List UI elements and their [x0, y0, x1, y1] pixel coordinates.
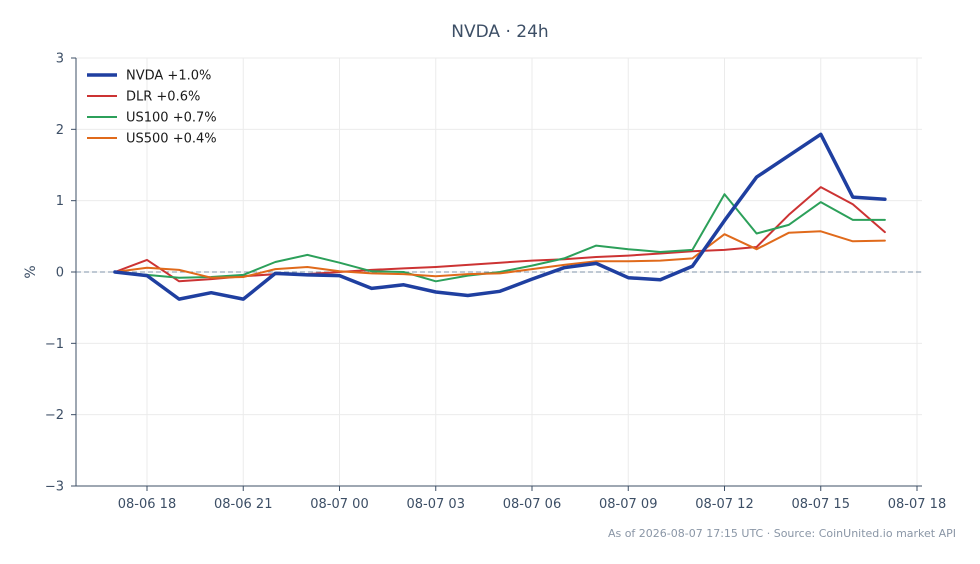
- series-lines: [113, 132, 887, 301]
- source-footer: As of 2026-08-07 17:15 UTC · Source: Coi…: [608, 527, 956, 540]
- series-line-dlr: [113, 186, 886, 283]
- y-tick-label: −1: [45, 337, 64, 352]
- y-axis-ticks: 3 2 1 0 −1 −2 −3: [45, 52, 76, 495]
- y-tick-label: −2: [45, 408, 64, 423]
- y-tick-label: 3: [56, 52, 64, 67]
- x-tick-label: 08-07 12: [695, 497, 753, 512]
- legend-label-nvda: NVDA +1.0%: [126, 69, 211, 84]
- legend-label-us500: US500 +0.4%: [126, 132, 217, 147]
- series-line-us100: [113, 193, 886, 283]
- legend-label-us100: US100 +0.7%: [126, 111, 217, 126]
- y-tick-label: −3: [45, 480, 64, 495]
- series-line-nvda: [113, 132, 887, 301]
- legend-label-dlr: DLR +0.6%: [126, 90, 200, 105]
- series-line-us500: [113, 230, 886, 279]
- chart-title: NVDA · 24h: [451, 22, 548, 42]
- x-tick-label: 08-06 21: [214, 497, 272, 512]
- x-tick-label: 08-07 09: [599, 497, 657, 512]
- y-axis-label: %: [23, 265, 39, 278]
- x-tick-label: 08-07 18: [888, 497, 946, 512]
- x-tick-label: 08-07 06: [503, 497, 561, 512]
- y-tick-label: 2: [56, 123, 64, 138]
- y-tick-label: 0: [56, 266, 64, 281]
- legend: NVDA +1.0% DLR +0.6% US100 +0.7% US500 +0.4…: [87, 69, 217, 147]
- x-tick-label: 08-07 00: [310, 497, 368, 512]
- x-tick-label: 08-06 18: [118, 497, 176, 512]
- x-axis-ticks: 08-06 18 08-06 21 08-07 00 08-07 03 08-07 06…: [118, 486, 946, 512]
- x-tick-label: 08-07 03: [407, 497, 465, 512]
- x-tick-label: 08-07 15: [792, 497, 850, 512]
- y-tick-label: 1: [56, 194, 64, 209]
